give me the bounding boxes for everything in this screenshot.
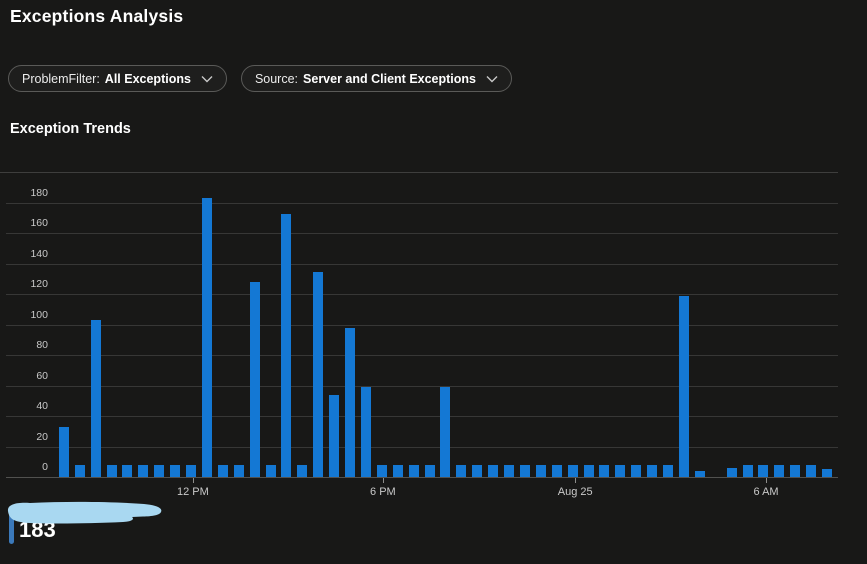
y-axis-label: 60 bbox=[36, 369, 48, 382]
gridline bbox=[6, 416, 838, 418]
gridline bbox=[6, 324, 838, 326]
section-title: Exception Trends bbox=[10, 121, 131, 137]
y-axis-label: 120 bbox=[30, 278, 48, 291]
y-axis-label: 140 bbox=[30, 247, 48, 260]
chart-bar[interactable] bbox=[726, 467, 737, 477]
y-axis-label: 40 bbox=[36, 400, 48, 413]
chart-bar[interactable] bbox=[154, 464, 165, 477]
chart-bar[interactable] bbox=[376, 464, 387, 477]
chart-bar[interactable] bbox=[647, 464, 658, 477]
chart-bar[interactable] bbox=[106, 464, 117, 477]
y-axis-label: 0 bbox=[42, 461, 48, 473]
chart-bar[interactable] bbox=[90, 320, 101, 477]
chart-bar[interactable] bbox=[329, 394, 340, 477]
chart-bar[interactable] bbox=[567, 464, 578, 477]
chart-bar[interactable] bbox=[456, 464, 467, 477]
x-axis-label: Aug 25 bbox=[557, 486, 593, 498]
y-axis-label: 160 bbox=[30, 217, 48, 230]
chart-bar[interactable] bbox=[424, 464, 435, 477]
chart-bar[interactable] bbox=[599, 464, 610, 477]
gridline bbox=[6, 477, 838, 478]
chart-bar[interactable] bbox=[790, 464, 801, 477]
x-axis-tick bbox=[382, 478, 384, 483]
chart-bar[interactable] bbox=[488, 464, 499, 477]
filter-bar: ProblemFilter: All Exceptions Source: Se… bbox=[8, 65, 513, 92]
chart-bar[interactable] bbox=[408, 464, 419, 477]
x-axis-label: 12 PM bbox=[176, 486, 209, 498]
legend-item[interactable]: 183 bbox=[0, 498, 260, 554]
chart-bar[interactable] bbox=[742, 464, 753, 477]
chart-bar[interactable] bbox=[615, 464, 626, 477]
y-axis-label: 180 bbox=[30, 187, 48, 200]
problem-filter-label: ProblemFilter: bbox=[22, 71, 100, 86]
chart-bar[interactable] bbox=[58, 426, 69, 477]
chart-bar[interactable] bbox=[519, 464, 530, 477]
chart-bar[interactable] bbox=[74, 464, 85, 477]
chart-bar[interactable] bbox=[551, 464, 562, 477]
source-filter-label: Source: bbox=[254, 71, 299, 86]
chart-bar[interactable] bbox=[313, 271, 324, 477]
y-axis-label: 20 bbox=[36, 430, 48, 443]
chart-bar[interactable] bbox=[186, 464, 196, 477]
gridline bbox=[6, 203, 838, 205]
x-axis-tick bbox=[575, 478, 577, 483]
chart-bar[interactable] bbox=[138, 464, 149, 477]
gridline bbox=[6, 233, 838, 235]
chart-bar[interactable] bbox=[201, 198, 212, 477]
problem-filter-value: All Exceptions bbox=[104, 71, 191, 86]
x-axis-tick bbox=[192, 478, 194, 483]
chevron-down-icon bbox=[486, 75, 498, 83]
chart-bar[interactable] bbox=[249, 282, 260, 477]
chart-bar[interactable] bbox=[694, 470, 705, 477]
chart-top-border bbox=[0, 172, 838, 173]
page-title: Exceptions Analysis bbox=[10, 6, 184, 26]
y-axis-label: 80 bbox=[36, 339, 48, 352]
exception-trends-chart: 0 20 40 60 80 100 120 140 160 180 12 PM 6 PM Aug 25 6… bbox=[0, 168, 867, 508]
chart-bar[interactable] bbox=[281, 213, 292, 477]
chart-bar[interactable] bbox=[360, 387, 371, 477]
chart-bar[interactable] bbox=[631, 464, 642, 477]
source-filter-dropdown[interactable]: Source: Server and Client Exceptions bbox=[240, 65, 513, 92]
chart-bar[interactable] bbox=[170, 464, 181, 477]
chart-bar[interactable] bbox=[663, 464, 673, 477]
chart-bar[interactable] bbox=[233, 464, 244, 477]
gridline bbox=[6, 263, 838, 265]
chart-bar[interactable] bbox=[822, 469, 832, 477]
chart-bar[interactable] bbox=[122, 464, 133, 477]
chart-bar[interactable] bbox=[217, 464, 228, 477]
highlighter-scribble-annotation bbox=[7, 501, 162, 524]
x-axis-tick bbox=[766, 478, 768, 483]
gridline bbox=[6, 385, 838, 387]
x-axis-label: 6 PM bbox=[370, 486, 396, 498]
chart-bar[interactable] bbox=[535, 464, 546, 477]
source-filter-value: Server and Client Exceptions bbox=[303, 71, 477, 86]
chart-bar[interactable] bbox=[297, 464, 308, 477]
chart-bar[interactable] bbox=[678, 295, 689, 477]
chart-bar[interactable] bbox=[265, 464, 276, 477]
chart-bar[interactable] bbox=[472, 464, 483, 477]
chart-bar[interactable] bbox=[774, 464, 785, 477]
chart-bar[interactable] bbox=[806, 464, 817, 477]
gridline bbox=[6, 294, 838, 296]
chart-bar[interactable] bbox=[583, 464, 594, 477]
chevron-down-icon bbox=[201, 75, 213, 83]
chart-bar[interactable] bbox=[758, 464, 769, 477]
chart-bar[interactable] bbox=[345, 327, 355, 477]
problem-filter-dropdown[interactable]: ProblemFilter: All Exceptions bbox=[8, 65, 227, 92]
chart-bar[interactable] bbox=[504, 464, 514, 477]
y-axis-label: 100 bbox=[30, 308, 48, 321]
gridline bbox=[6, 446, 838, 448]
gridline bbox=[6, 355, 838, 357]
legend-color-stripe bbox=[9, 511, 14, 544]
chart-bar[interactable] bbox=[392, 464, 403, 477]
exception-count-label: 183 bbox=[19, 517, 56, 542]
chart-bar[interactable] bbox=[440, 387, 451, 477]
x-axis-label: 6 AM bbox=[753, 486, 779, 498]
